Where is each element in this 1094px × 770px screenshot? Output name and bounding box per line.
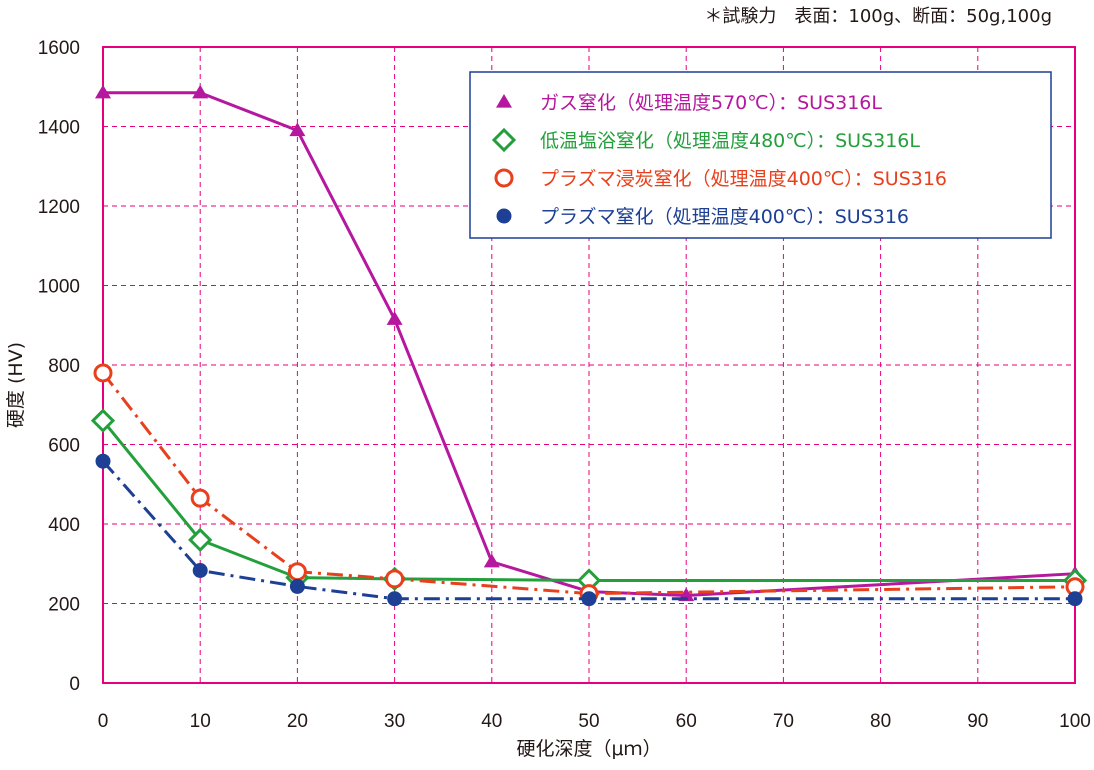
legend-marker — [494, 168, 514, 188]
y-tick-label: 1600 — [38, 38, 80, 59]
data-point — [581, 591, 597, 607]
data-point — [289, 578, 305, 594]
x-tick-label: 80 — [870, 711, 891, 732]
data-point — [483, 553, 500, 568]
series-line — [103, 91, 1076, 598]
x-tick-label: 60 — [676, 711, 697, 732]
series-line — [101, 372, 1076, 596]
y-tick-label: 0 — [69, 674, 80, 695]
legend-marker — [491, 127, 517, 153]
test-force-note: ＊試験力 表面：100g、断面：50g,100g — [704, 6, 1052, 27]
x-tick-label: 70 — [773, 711, 794, 732]
y-tick-label: 800 — [48, 356, 80, 377]
data-point — [287, 562, 307, 582]
x-tick-label: 20 — [287, 711, 308, 732]
data-point — [95, 84, 111, 99]
y-tick-label: 1000 — [38, 277, 80, 298]
series-group — [90, 84, 1088, 607]
y-tick-label: 400 — [48, 515, 80, 536]
data-point — [93, 363, 113, 383]
x-tick-label: 90 — [967, 711, 988, 732]
data-point — [289, 122, 306, 137]
legend-marker — [496, 208, 512, 224]
x-tick-label: 10 — [190, 711, 211, 732]
y-tick-label: 1400 — [38, 118, 80, 139]
series-line — [101, 419, 1075, 582]
data-point — [90, 408, 116, 433]
data-point — [385, 569, 405, 589]
legend-label: プラズマ窒化（処理温度400℃）：SUS316 — [540, 206, 909, 228]
data-point — [192, 84, 209, 99]
legend-label: プラズマ浸炭窒化（処理温度400℃）：SUS316 — [540, 168, 947, 190]
data-point — [386, 311, 403, 325]
data-point — [190, 488, 210, 508]
data-point — [387, 591, 403, 607]
legend: ガス窒化（処理温度570℃）：SUS316L 低温塩浴窒化（処理温度480℃）：S… — [469, 71, 1052, 239]
x-tick-label: 0 — [98, 711, 109, 732]
series-4 — [95, 453, 1083, 607]
x-axis-label: 硬化深度（μｍ） — [516, 738, 661, 760]
x-tick-label: 30 — [384, 711, 405, 732]
legend-box — [469, 71, 1052, 239]
legend-label: 低温塩浴窒化（処理温度480℃）：SUS316L — [540, 130, 920, 152]
x-tick-label: 50 — [578, 711, 599, 732]
legend-marker — [496, 94, 512, 108]
data-point — [188, 527, 213, 553]
y-tick-label: 1200 — [38, 197, 80, 218]
y-axis-ticks: 0 200 400 600 800 1000 1200 1400 1600 — [38, 38, 80, 695]
x-axis-ticks: 0 10 20 30 40 50 60 70 80 90 100 — [98, 711, 1091, 732]
legend-label: ガス窒化（処理温度570℃）：SUS316L — [540, 92, 882, 114]
data-point — [192, 563, 208, 579]
y-tick-label: 600 — [48, 436, 80, 457]
series-line — [101, 460, 1075, 601]
data-point — [1067, 591, 1083, 607]
y-axis-label: 硬度 (HV) — [5, 342, 27, 428]
data-point — [95, 453, 111, 469]
x-tick-label: 40 — [481, 711, 502, 732]
y-tick-label: 200 — [48, 595, 80, 616]
x-tick-label: 100 — [1059, 711, 1091, 732]
